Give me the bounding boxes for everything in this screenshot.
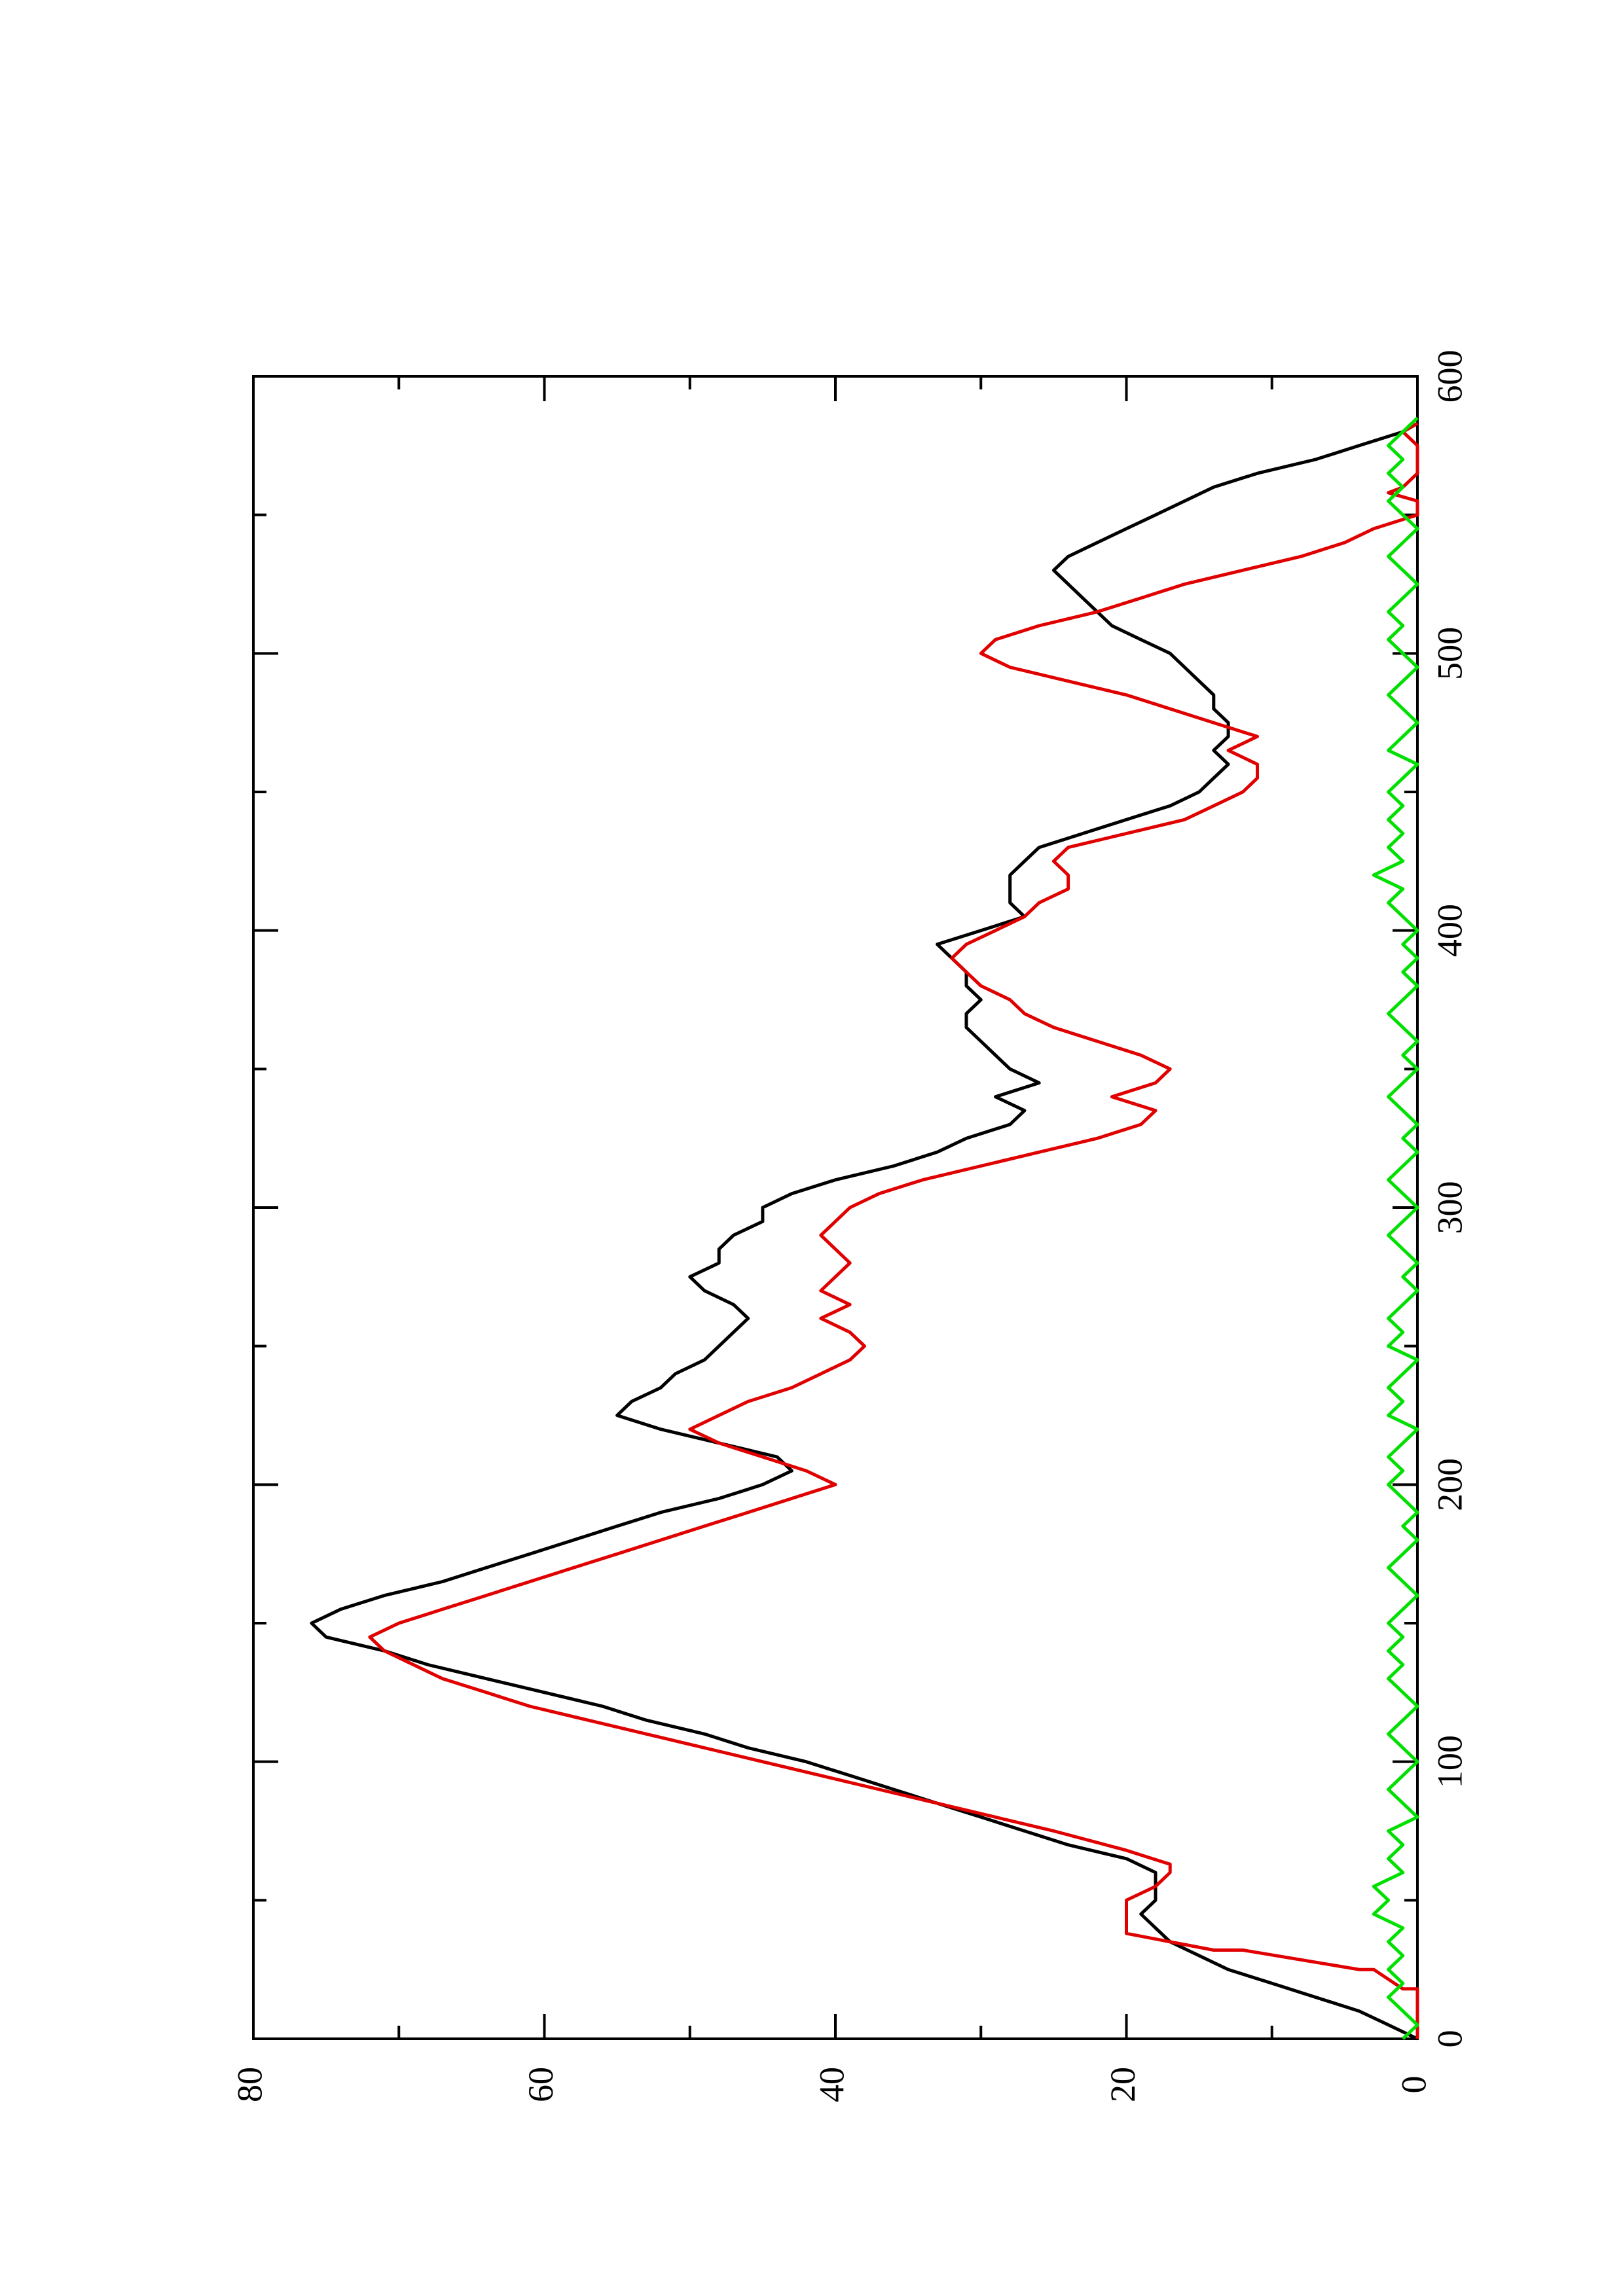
x-tick-label: 400: [1430, 904, 1469, 957]
ticks-layer: [252, 375, 1419, 2040]
plot-frame: [252, 375, 1419, 2040]
x-tick-label: 300: [1430, 1181, 1469, 1234]
y-tick-label: 60: [521, 2067, 560, 2102]
y-tick-label: 0: [1394, 2076, 1433, 2094]
x-tick-label: 200: [1430, 1458, 1469, 1511]
x-tick-label: 600: [1430, 350, 1469, 403]
series-line-1: [368, 422, 1419, 2039]
x-tick-label: 100: [1430, 1735, 1469, 1788]
series-line-0: [310, 422, 1419, 2041]
y-tick-label: 20: [1103, 2067, 1142, 2102]
x-tick-label: 0: [1430, 2030, 1469, 2048]
tick-labels-layer: 0 100 200 300 400 500 600 0 20 40 60 80: [230, 350, 1469, 2103]
y-tick-label: 80: [230, 2067, 269, 2102]
y-tick-label: 40: [812, 2067, 851, 2102]
series-line-2: [1372, 416, 1419, 2040]
series-layer: [310, 416, 1419, 2041]
x-tick-label: 500: [1430, 627, 1469, 680]
